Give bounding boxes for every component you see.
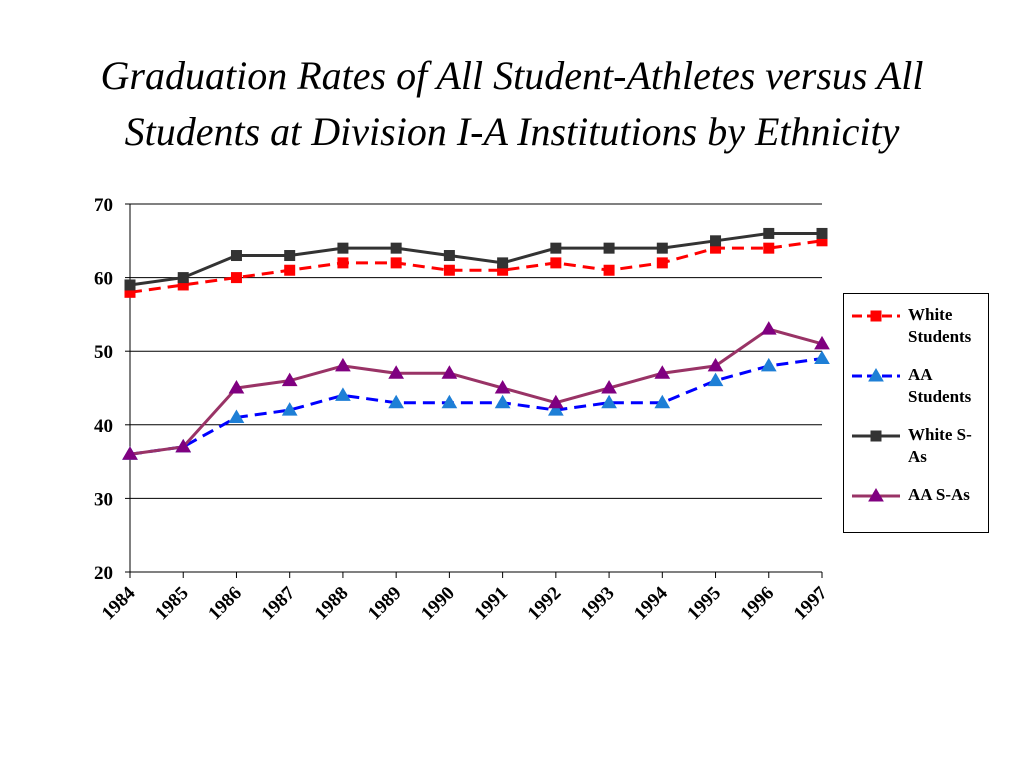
chart-title-line-1: Graduation Rates of All Student-Athletes… bbox=[100, 53, 924, 98]
data-point-aa-students bbox=[760, 357, 777, 372]
data-point-aa-s-as bbox=[388, 365, 405, 379]
data-point-aa-students bbox=[388, 394, 405, 409]
y-tick-label: 70 bbox=[94, 195, 113, 216]
x-tick-label: 1996 bbox=[737, 583, 779, 625]
data-point-white-students bbox=[390, 257, 402, 269]
data-point-white-s-as bbox=[550, 242, 562, 254]
legend-label-line: Students bbox=[908, 327, 972, 346]
data-point-aa-s-as bbox=[547, 394, 564, 409]
data-point-aa-s-as bbox=[441, 365, 458, 379]
data-point-aa-s-as bbox=[175, 438, 192, 453]
legend-label-white-s-as: White S- As bbox=[908, 424, 992, 468]
x-tick-label: 1984 bbox=[98, 582, 140, 624]
data-point-aa-students bbox=[654, 394, 671, 409]
data-point-aa-students bbox=[707, 372, 724, 387]
chart-legend: White Students AA Students White S- As A… bbox=[843, 293, 989, 533]
data-point-aa-students bbox=[601, 394, 617, 409]
series-line-aa-students bbox=[129, 357, 823, 456]
data-point-white-s-as bbox=[763, 227, 775, 239]
data-point-white-students bbox=[603, 264, 615, 276]
legend-label-line: AA S-As bbox=[908, 485, 970, 504]
data-point-white-students bbox=[443, 264, 455, 276]
data-point-aa-s-as bbox=[494, 380, 511, 394]
legend-swatch-aa-s-as bbox=[852, 488, 900, 502]
data-point-aa-s-as bbox=[601, 380, 617, 394]
legend-label-white-students: White Students bbox=[908, 304, 992, 348]
legend-swatch-aa-students bbox=[852, 368, 900, 382]
legend-label-aa-s-as: AA S-As bbox=[908, 484, 992, 506]
legend-marker-white-students bbox=[870, 310, 882, 322]
legend-marker-aa-students bbox=[868, 368, 884, 382]
data-point-aa-s-as bbox=[281, 372, 298, 387]
data-point-aa-s-as bbox=[335, 357, 351, 372]
legend-marker-aa-s-as bbox=[868, 488, 884, 502]
data-point-white-students bbox=[763, 242, 775, 254]
legend-label-aa-students: AA Students bbox=[908, 364, 992, 408]
data-point-aa-students bbox=[335, 387, 351, 401]
legend-label-line: AA bbox=[908, 365, 933, 384]
data-point-aa-students bbox=[281, 402, 298, 416]
data-point-white-s-as bbox=[230, 250, 242, 262]
legend-label-line: Students bbox=[908, 387, 972, 406]
x-tick-label: 1994 bbox=[630, 582, 672, 624]
data-point-aa-students bbox=[441, 394, 458, 409]
data-point-aa-s-as bbox=[707, 357, 724, 372]
data-point-white-s-as bbox=[337, 242, 349, 254]
data-point-aa-students bbox=[494, 394, 511, 409]
data-point-white-s-as bbox=[816, 227, 828, 239]
data-point-aa-s-as bbox=[122, 446, 138, 460]
data-point-aa-s-as bbox=[760, 321, 777, 335]
x-tick-label: 1985 bbox=[151, 583, 193, 625]
data-point-white-s-as bbox=[497, 257, 509, 269]
y-tick-label: 20 bbox=[94, 563, 113, 584]
x-tick-label: 1990 bbox=[417, 583, 459, 625]
data-point-aa-students bbox=[228, 409, 245, 423]
legend-swatch-white-students bbox=[852, 310, 900, 322]
y-tick-label: 50 bbox=[94, 342, 113, 363]
x-tick-label: 1987 bbox=[258, 582, 300, 624]
legend-marker-white-s-as bbox=[870, 430, 882, 442]
data-point-aa-students bbox=[814, 350, 830, 365]
series-line-white-s-as bbox=[129, 231, 822, 287]
data-point-aa-students bbox=[547, 402, 564, 416]
data-point-white-students bbox=[230, 272, 242, 284]
data-point-white-s-as bbox=[656, 242, 668, 254]
x-tick-label: 1997 bbox=[790, 582, 832, 624]
data-point-white-s-as bbox=[177, 272, 189, 284]
x-tick-label: 1988 bbox=[311, 583, 353, 625]
data-point-aa-s-as bbox=[814, 335, 830, 350]
data-point-aa-s-as bbox=[654, 365, 671, 379]
data-point-white-s-as bbox=[710, 235, 722, 247]
x-tick-label: 1991 bbox=[470, 583, 512, 625]
data-point-white-s-as bbox=[443, 250, 455, 262]
legend-swatch-white-s-as bbox=[852, 430, 900, 442]
data-point-white-s-as bbox=[390, 242, 402, 254]
data-point-white-s-as bbox=[603, 242, 615, 254]
legend-label-line: As bbox=[908, 447, 927, 466]
data-point-white-s-as bbox=[124, 279, 136, 291]
chart-title-line-2: Students at Division I-A Institutions by… bbox=[124, 109, 900, 154]
legend-label-line: White bbox=[908, 305, 953, 324]
x-tick-label: 1989 bbox=[364, 583, 406, 625]
legend-label-line: White S- bbox=[908, 425, 972, 444]
y-tick-label: 60 bbox=[94, 269, 113, 290]
x-tick-label: 1992 bbox=[524, 583, 566, 625]
series-line-white-students bbox=[129, 239, 823, 294]
y-tick-label: 40 bbox=[94, 416, 113, 437]
data-point-white-students bbox=[337, 257, 349, 269]
data-point-white-s-as bbox=[284, 250, 296, 262]
data-point-white-students bbox=[284, 264, 296, 276]
data-point-white-students bbox=[656, 257, 668, 269]
x-tick-label: 1995 bbox=[683, 583, 725, 625]
chart-title: Graduation Rates of All Student-Athletes… bbox=[0, 48, 1024, 160]
x-tick-label: 1993 bbox=[577, 583, 619, 625]
x-tick-label: 1986 bbox=[204, 583, 246, 625]
data-point-white-students bbox=[550, 257, 562, 269]
y-tick-label: 30 bbox=[94, 489, 113, 510]
series-line-aa-s-as bbox=[129, 327, 823, 456]
data-point-aa-s-as bbox=[228, 380, 245, 394]
